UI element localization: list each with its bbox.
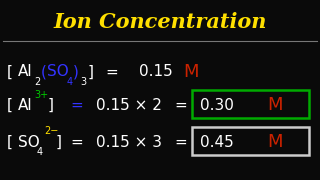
Text: =: = [70,135,83,150]
Text: Ion Concentration: Ion Concentration [53,12,267,32]
Text: (: ( [41,64,47,80]
Text: 0.15 × 3: 0.15 × 3 [96,135,162,150]
Text: M: M [267,133,283,151]
FancyBboxPatch shape [192,90,309,118]
Text: 0.45: 0.45 [200,135,234,150]
Text: ]: ] [48,98,54,113]
Text: 3+: 3+ [34,89,48,100]
Text: Al: Al [18,98,32,113]
Text: M: M [183,63,199,81]
Text: 0.30: 0.30 [200,98,234,113]
Text: =: = [174,98,187,113]
Text: =: = [106,64,118,80]
Text: [: [ [6,98,12,113]
Text: SO: SO [47,64,69,80]
Text: ): ) [73,64,79,80]
Text: 4: 4 [37,147,43,157]
Text: [: [ [6,135,12,150]
Text: [: [ [6,64,12,80]
Text: ]: ] [55,135,61,150]
Text: =: = [174,135,187,150]
Text: ]: ] [87,64,93,80]
Text: =: = [70,98,83,113]
Text: 2: 2 [34,77,41,87]
Text: Al: Al [18,64,32,80]
FancyBboxPatch shape [192,127,309,155]
Text: 3: 3 [81,77,87,87]
Text: M: M [267,96,283,114]
Text: 0.15: 0.15 [139,64,173,80]
Text: SO: SO [18,135,39,150]
Text: 4: 4 [67,77,73,87]
Text: 2−: 2− [44,126,59,136]
Text: 0.15 × 2: 0.15 × 2 [96,98,162,113]
